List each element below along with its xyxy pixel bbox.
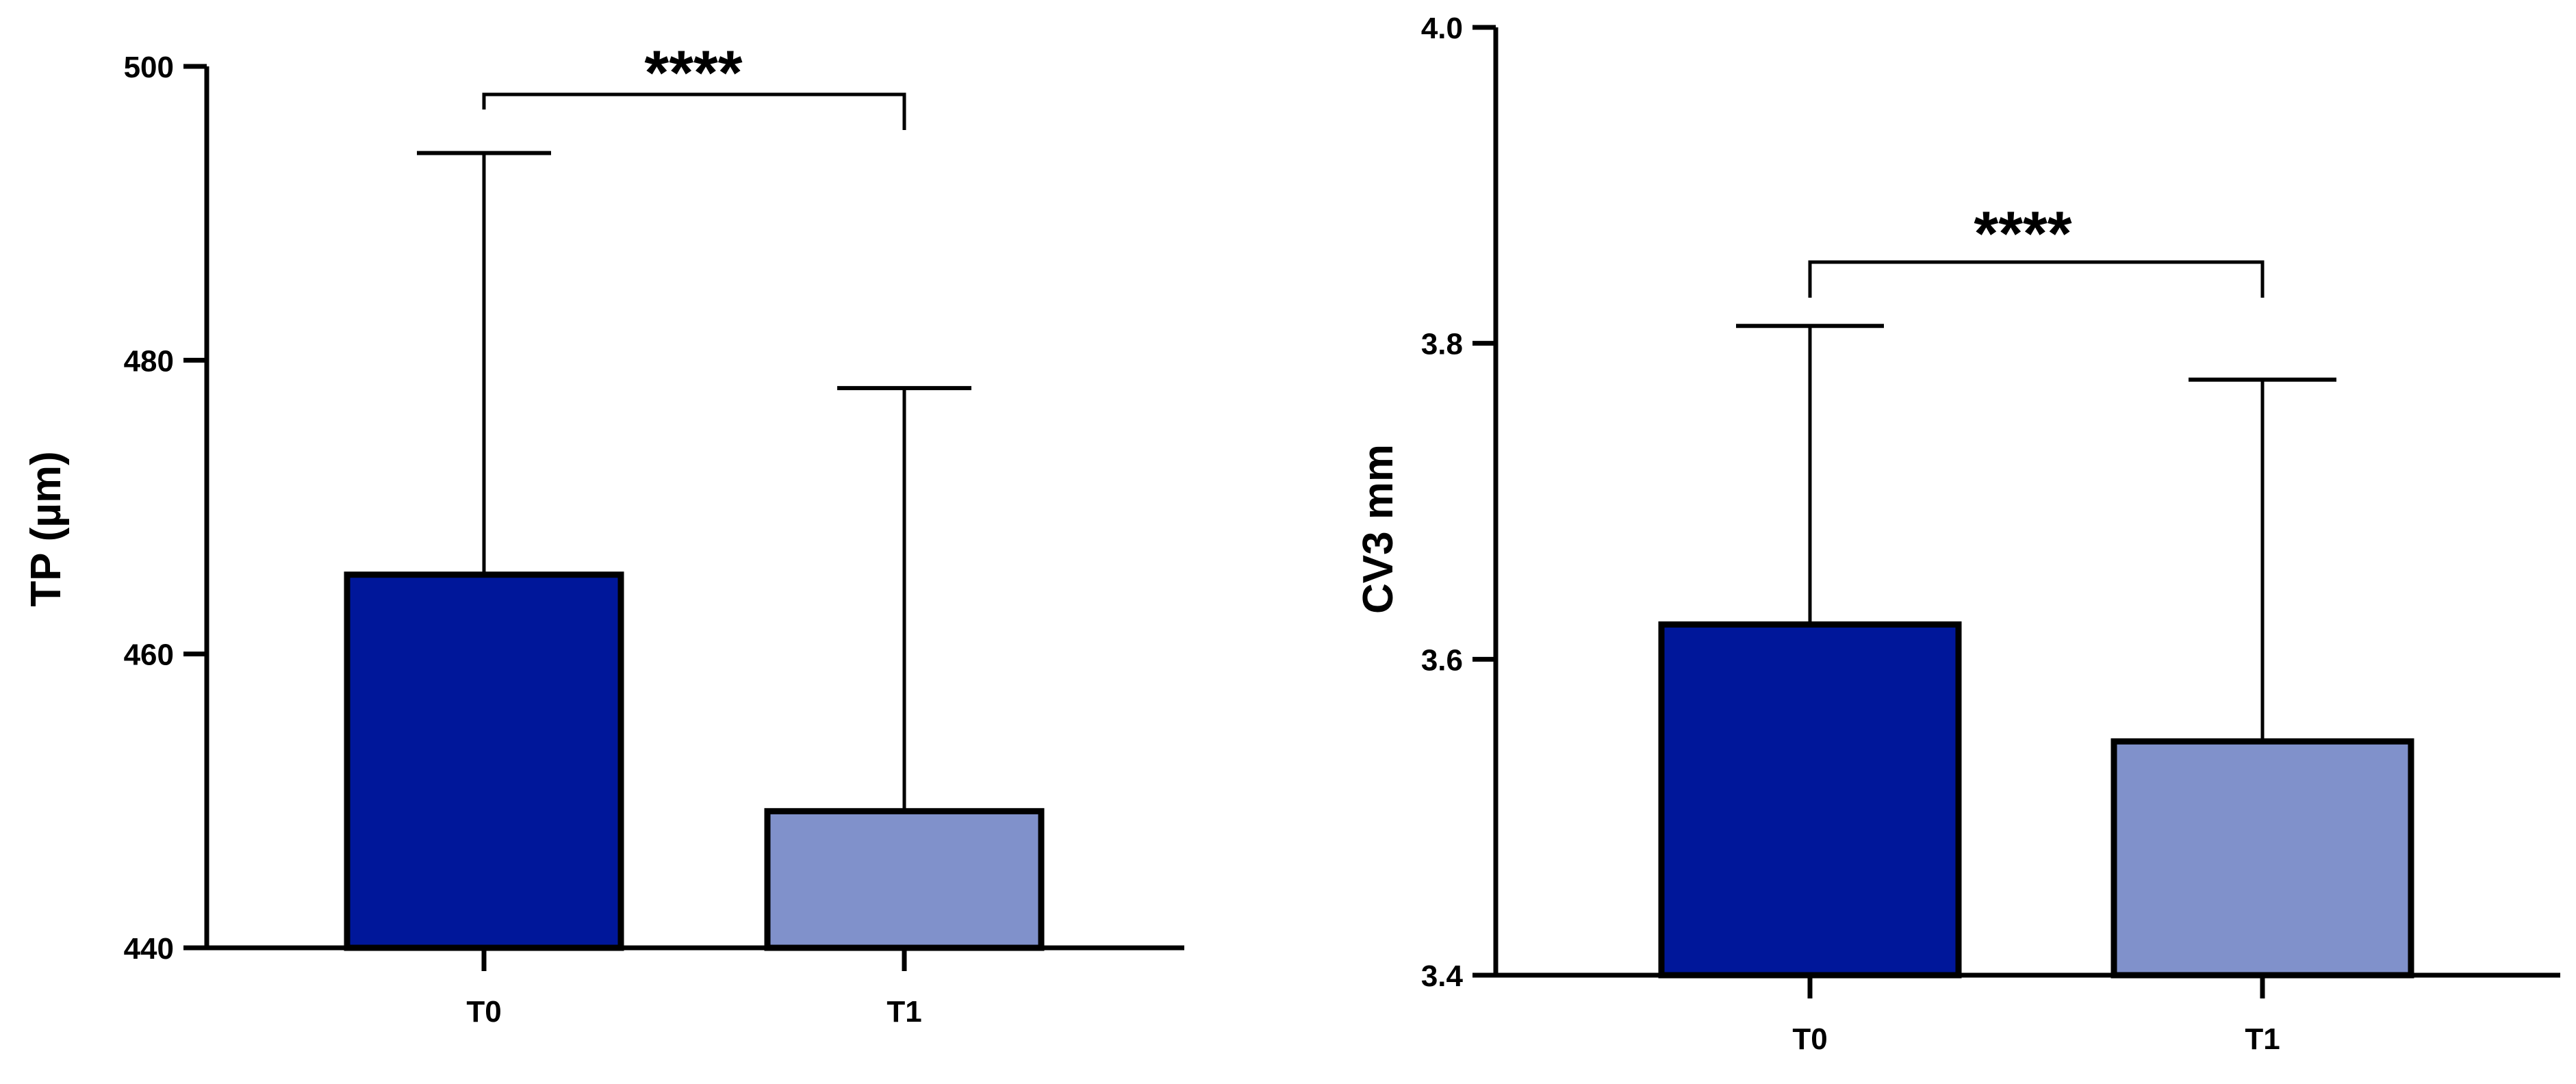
tp-y-tick-label: 500: [124, 51, 174, 84]
tp-bar-T1: [764, 808, 1045, 951]
tp-y-tick-label: 480: [124, 344, 174, 378]
tp-y-tick-label: 440: [124, 932, 174, 966]
cv3-significance-bracket: [1808, 260, 2265, 298]
cv3-x-tick-label-T0: T0: [1792, 1022, 1827, 1056]
tp-x-tick-label-T0: T0: [466, 995, 501, 1029]
chart-cv3: CV3 mm **** T0 T1 3.4 3.6 3.8 4.0: [1355, 12, 2560, 1056]
tp-significance-label: ****: [644, 38, 742, 108]
cv3-x-tick-label-T1: T1: [2245, 1022, 2280, 1056]
cv3-bar-T0: [1658, 621, 1962, 979]
cv3-y-tick-label: 3.4: [1421, 959, 1464, 993]
tp-significance-bracket: [482, 92, 906, 130]
tp-y-tick-label: 460: [124, 638, 174, 672]
cv3-y-tick-label: 3.6: [1421, 643, 1463, 677]
tp-y-axis-title: TP (µm): [23, 451, 70, 606]
cv3-bar-T1: [2110, 738, 2414, 979]
tp-x-tick-label-T1: T1: [887, 995, 921, 1029]
tp-bar-T0: [344, 571, 624, 951]
cv3-y-tick-label: 3.8: [1421, 328, 1463, 361]
chart-tp: TP (µm) **** T0 T1 440 460 480 500: [23, 38, 1184, 1029]
cv3-y-axis-title: CV3 mm: [1355, 444, 1402, 614]
cv3-y-tick-label: 4.0: [1421, 12, 1463, 45]
cv3-significance-label: ****: [1974, 199, 2071, 269]
